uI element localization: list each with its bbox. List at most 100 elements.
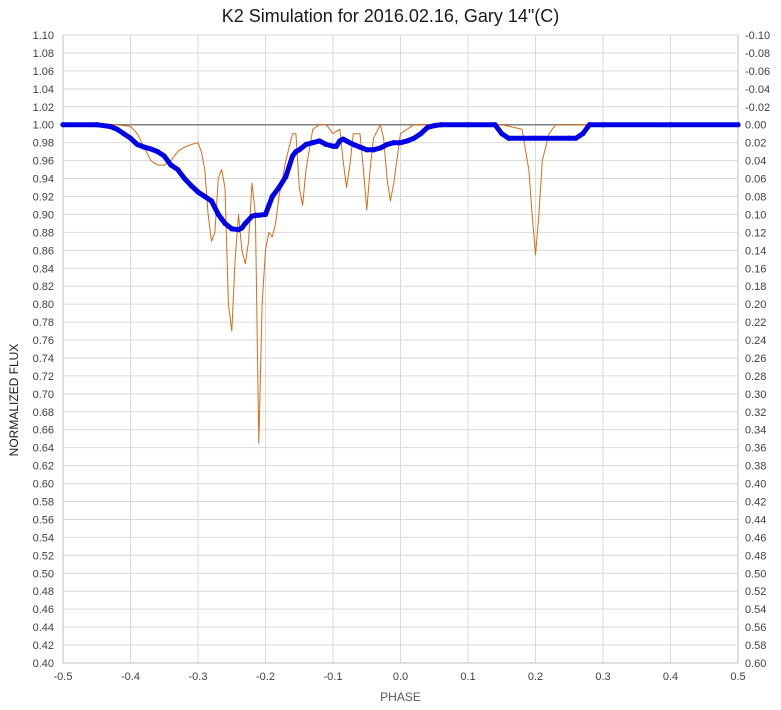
series-point xyxy=(276,184,282,191)
series-point xyxy=(219,216,225,222)
series-point xyxy=(134,141,140,148)
series-point xyxy=(208,198,215,204)
y-tick-label: 1.08 xyxy=(33,48,54,60)
series-point xyxy=(499,131,505,137)
y2-tick-label: 0.10 xyxy=(745,209,766,221)
y2-tick-label: 0.24 xyxy=(745,335,766,347)
series-point xyxy=(60,122,66,128)
series-point xyxy=(269,193,275,200)
x-tick-label: 0.2 xyxy=(528,671,543,683)
series-point xyxy=(566,135,572,141)
y2-tick-label: 0.02 xyxy=(745,138,766,150)
y-tick-label: 0.56 xyxy=(33,514,54,526)
series-point xyxy=(333,143,339,149)
x-tick-label: -0.2 xyxy=(256,671,275,683)
series-point xyxy=(424,124,431,131)
y2-tick-label: 0.60 xyxy=(745,658,766,670)
series-point xyxy=(188,183,194,189)
x-axis-label: PHASE xyxy=(380,690,421,704)
y2-tick-label: 0.22 xyxy=(745,317,766,329)
y2-tick-label: 0.08 xyxy=(745,191,766,203)
x-tick-label: 0.5 xyxy=(730,671,745,683)
series-point xyxy=(283,174,289,180)
y-tick-label: 0.90 xyxy=(33,209,54,221)
y2-tick-label: -0.10 xyxy=(745,30,770,42)
y-tick-label: 0.98 xyxy=(33,138,54,150)
series-point xyxy=(323,141,329,148)
series-point xyxy=(310,140,316,146)
series-point xyxy=(256,212,262,218)
y2-tick-label: 0.18 xyxy=(745,281,766,293)
y2-tick-label: 0.30 xyxy=(745,389,766,401)
y-tick-label: 1.02 xyxy=(33,102,54,114)
series-point xyxy=(141,144,147,150)
y-tick-label: 1.04 xyxy=(33,84,54,96)
series-point xyxy=(384,141,390,148)
series-point xyxy=(431,123,437,129)
y2-tick-label: 0.00 xyxy=(745,120,766,132)
series-point xyxy=(107,123,113,130)
y-tick-label: 0.62 xyxy=(33,461,54,473)
series-point xyxy=(465,122,471,128)
series-point xyxy=(262,211,269,218)
y-tick-label: 0.88 xyxy=(33,227,54,239)
y-tick-label: 0.82 xyxy=(33,281,54,293)
series-point xyxy=(357,144,363,150)
series-point xyxy=(316,138,323,144)
y2-tick-label: -0.08 xyxy=(745,48,770,60)
y-tick-label: 1.10 xyxy=(33,30,54,42)
y2-tick-label: 0.52 xyxy=(745,586,766,598)
y-tick-label: 0.42 xyxy=(33,640,54,652)
y-tick-label: 1.00 xyxy=(33,120,54,132)
series-point xyxy=(667,122,674,128)
y-tick-label: 0.50 xyxy=(33,568,54,580)
y-tick-label: 0.94 xyxy=(33,174,54,186)
y2-tick-label: 0.06 xyxy=(745,174,766,186)
y-tick-label: 1.06 xyxy=(33,66,54,78)
y-tick-label: 0.70 xyxy=(33,389,54,401)
series-point xyxy=(438,122,444,128)
x-tick-label: -0.3 xyxy=(189,671,208,683)
y2-tick-label: 0.44 xyxy=(745,514,766,526)
series-point xyxy=(505,135,512,141)
series-point xyxy=(181,175,188,182)
series-point xyxy=(161,153,167,159)
y2-tick-label: 0.36 xyxy=(745,443,766,455)
y2-tick-label: 0.26 xyxy=(745,353,766,365)
y-tick-label: 0.66 xyxy=(33,425,54,437)
series-point xyxy=(303,141,309,148)
y-tick-label: 0.84 xyxy=(33,263,54,275)
series-point xyxy=(195,189,201,195)
y2-tick-label: 0.16 xyxy=(745,263,766,275)
y2-tick-label: 0.04 xyxy=(745,156,766,168)
y2-tick-label: 0.40 xyxy=(745,479,766,491)
series-point xyxy=(222,220,228,226)
series-point xyxy=(148,146,154,152)
series-point xyxy=(492,122,498,128)
series-point xyxy=(377,145,383,151)
y2-tick-label: 0.32 xyxy=(745,407,766,419)
y2-tick-label: 0.56 xyxy=(745,622,766,634)
y2-tick-label: 0.12 xyxy=(745,227,766,239)
chart-title: K2 Simulation for 2016.02.16, Gary 14"(C… xyxy=(221,6,560,26)
series-point xyxy=(397,140,404,146)
y2-tick-label: 0.38 xyxy=(745,461,766,473)
series-point xyxy=(202,193,208,200)
y-tick-label: 0.80 xyxy=(33,299,54,311)
y-tick-label: 0.74 xyxy=(33,353,54,365)
series-point xyxy=(418,131,424,137)
y-tick-label: 0.48 xyxy=(33,586,54,598)
series-point xyxy=(266,202,272,209)
series-point xyxy=(586,122,593,128)
y2-tick-label: 0.34 xyxy=(745,425,766,437)
y-tick-label: 0.40 xyxy=(33,658,54,670)
y-axis-label: NORMALIZED FLUX xyxy=(7,343,21,457)
y-tick-label: 0.92 xyxy=(33,191,54,203)
series-point xyxy=(215,211,221,218)
series-point xyxy=(242,220,248,226)
x-tick-label: -0.4 xyxy=(121,671,140,683)
series-point xyxy=(121,131,127,137)
series-point xyxy=(168,162,174,168)
y-tick-label: 0.76 xyxy=(33,335,54,347)
